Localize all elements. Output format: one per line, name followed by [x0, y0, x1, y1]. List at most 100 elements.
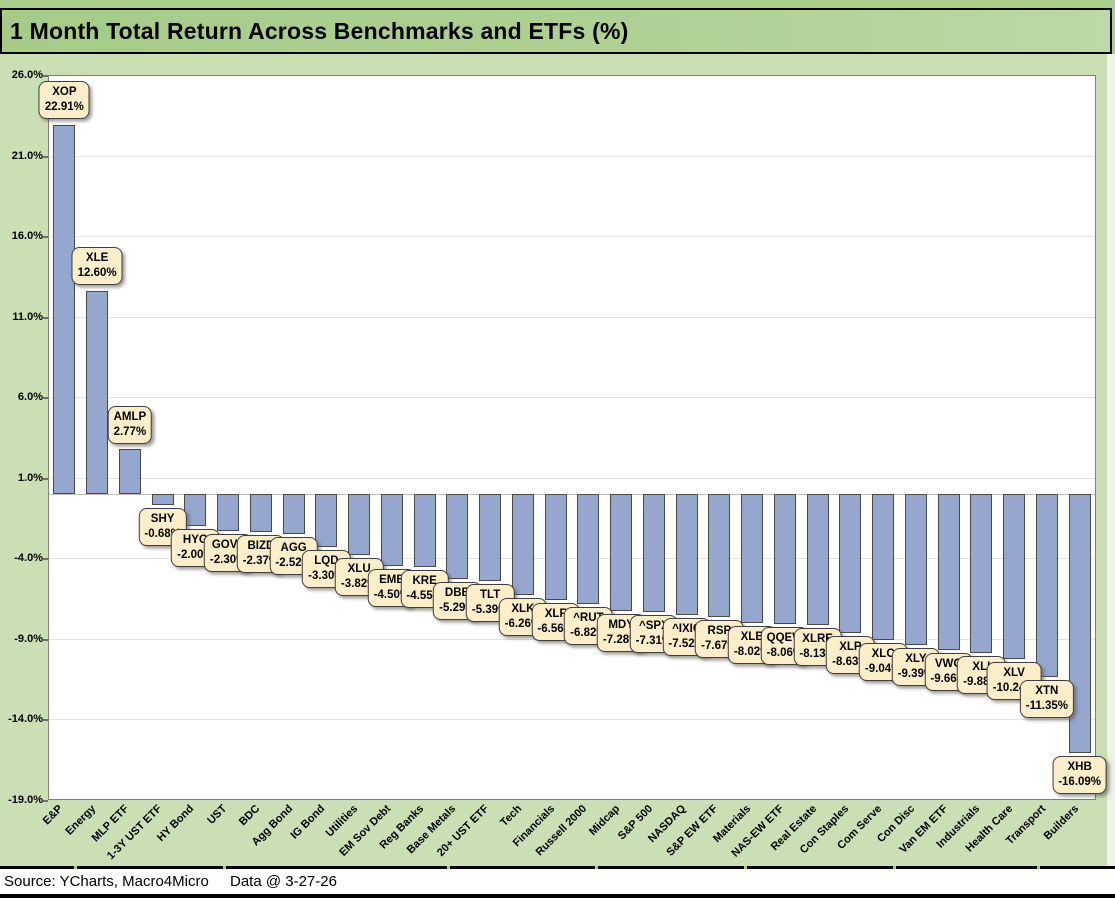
- data-label-ticker: MDY: [608, 619, 634, 632]
- cell-border-row: [0, 866, 1115, 869]
- bar: [348, 493, 371, 556]
- data-label-ticker: HYG: [182, 534, 208, 547]
- data-label-ticker: XTN: [1035, 684, 1059, 697]
- y-axis-tick-mark: [43, 800, 48, 802]
- data-label: AMLP 2.77%: [107, 405, 153, 444]
- data-label-value: 2.77%: [113, 425, 147, 438]
- y-axis-tick-mark: [43, 317, 48, 319]
- data-label: XTN -11.35%: [1019, 679, 1074, 718]
- bar: [479, 493, 502, 581]
- bar: [249, 493, 272, 533]
- data-label-ticker: XLV: [1003, 666, 1025, 679]
- bar: [217, 493, 240, 531]
- category-label: Tech: [498, 802, 525, 829]
- bar: [937, 493, 960, 650]
- gridline: [49, 236, 1095, 237]
- plot-area: [48, 75, 1096, 800]
- bottom-border: [0, 894, 1115, 898]
- bar: [151, 493, 174, 505]
- chart-title: 1 Month Total Return Across Benchmarks a…: [10, 17, 629, 44]
- y-axis-tick-label: -19.0%: [8, 794, 43, 806]
- data-label-ticker: RSP: [707, 625, 732, 638]
- category-label: Builders: [1041, 802, 1081, 843]
- worksheet-right-margin: [1107, 54, 1115, 866]
- data-label-ticker: DBB: [444, 587, 470, 600]
- source-row: Source: YCharts, Macro4Micro Data @ 3-27…: [0, 869, 1115, 894]
- source-text: Source: YCharts, Macro4Micro: [4, 873, 209, 890]
- y-axis-tick-mark: [43, 478, 48, 480]
- data-label: XLE 12.60%: [71, 247, 123, 286]
- data-label-ticker: XLY: [905, 653, 927, 666]
- bar: [413, 493, 436, 568]
- gridline: [49, 719, 1095, 720]
- bar: [970, 493, 993, 654]
- data-label-ticker: XLF: [544, 607, 567, 620]
- bar: [708, 493, 731, 618]
- data-label-ticker: EMB: [379, 574, 405, 587]
- data-label-ticker: XLI: [972, 661, 991, 674]
- bar: [282, 493, 305, 535]
- gridline: [49, 156, 1095, 157]
- category-label: E&P: [41, 802, 66, 828]
- y-axis-tick-label: 16.0%: [11, 230, 43, 242]
- y-axis-tick-mark: [43, 719, 48, 721]
- bar: [511, 493, 534, 595]
- data-label-ticker: XLP: [839, 640, 862, 653]
- y-axis-tick-label: 6.0%: [17, 391, 43, 403]
- bar: [1035, 493, 1058, 677]
- data-label: XOP 22.91%: [38, 81, 90, 120]
- data-label: XLY -9.39%: [891, 648, 941, 687]
- data-label: XLB -8.02%: [727, 626, 777, 665]
- gridline: [49, 397, 1095, 398]
- y-axis-tick-label: -9.0%: [14, 633, 43, 645]
- y-axis-tick-mark: [43, 397, 48, 399]
- data-label-ticker: BIZD: [247, 540, 275, 553]
- y-axis-tick-label: 11.0%: [12, 311, 43, 323]
- data-label-ticker: AMLP: [113, 410, 147, 423]
- cell-border-segment: [598, 866, 744, 869]
- gridline: [49, 317, 1095, 318]
- zero-axis-line: [49, 494, 1095, 495]
- data-label-value: -11.35%: [1025, 699, 1068, 712]
- data-label-ticker: ^RUT: [573, 611, 604, 624]
- cell-border-segment: [747, 866, 893, 869]
- bottom-edge: [0, 898, 1115, 900]
- gridline: [49, 478, 1095, 479]
- data-label-ticker: SHY: [150, 512, 175, 525]
- bar: [806, 493, 829, 625]
- y-axis-tick-mark: [43, 558, 48, 560]
- data-label-ticker: KRE: [412, 575, 437, 588]
- category-label: IG Bond: [288, 802, 328, 842]
- data-label-ticker: ^IXIC: [672, 623, 702, 636]
- bar: [904, 493, 927, 646]
- data-label-ticker: XHB: [1067, 761, 1092, 774]
- data-label-ticker: VWO: [934, 657, 963, 670]
- data-label-ticker: GOVT: [211, 538, 245, 551]
- category-label: BDC: [236, 802, 263, 829]
- bar: [53, 124, 76, 494]
- bar: [675, 493, 698, 616]
- bar: [380, 493, 403, 567]
- chart-title-band: 1 Month Total Return Across Benchmarks a…: [0, 8, 1112, 54]
- data-label-value: -16.09%: [1058, 776, 1102, 789]
- data-label-ticker: XLE: [85, 252, 109, 265]
- data-label: XHB -16.09%: [1052, 756, 1108, 795]
- data-label-value: 12.60%: [77, 267, 117, 280]
- data-label-value: 22.91%: [44, 101, 84, 114]
- data-date-text: Data @ 3-27-26: [230, 873, 337, 890]
- bar: [184, 493, 207, 527]
- y-axis-tick-label: 21.0%: [11, 150, 43, 162]
- data-label-ticker: XLB: [740, 631, 764, 644]
- bar: [118, 449, 141, 494]
- y-axis-tick-label: 26.0%: [11, 69, 43, 81]
- cell-border-segment: [896, 866, 1037, 869]
- bar: [642, 493, 665, 612]
- cell-border-segment: [226, 866, 447, 869]
- bar: [610, 493, 633, 612]
- data-label-ticker: XLRE: [802, 632, 833, 645]
- bar: [446, 493, 469, 580]
- bar: [577, 493, 600, 604]
- data-label-ticker: XLK: [511, 602, 535, 615]
